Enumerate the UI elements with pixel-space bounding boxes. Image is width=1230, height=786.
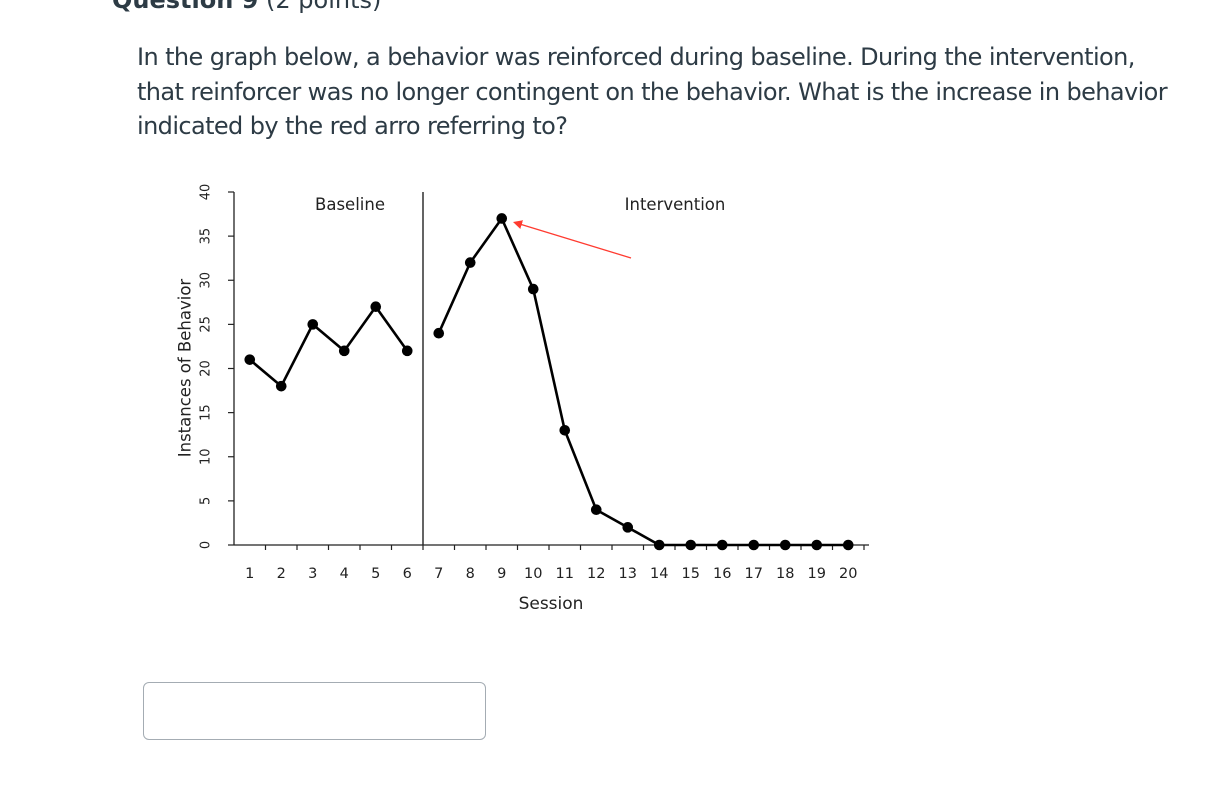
y-tick-label: 15 xyxy=(199,404,214,421)
x-tick-label: 14 xyxy=(650,566,668,582)
data-point xyxy=(685,539,697,551)
y-tick-label: 30 xyxy=(199,272,214,289)
series-line-baseline xyxy=(248,305,409,388)
y-tick-label: 35 xyxy=(199,228,214,245)
y-tick-label: 25 xyxy=(199,316,214,333)
x-tick-label: 3 xyxy=(308,566,317,582)
x-tick-label: 11 xyxy=(556,566,574,582)
x-tick-label: 20 xyxy=(839,566,857,582)
data-point xyxy=(590,504,602,515)
y-tick-label: 40 xyxy=(199,184,214,201)
data-point xyxy=(748,539,760,551)
data-point xyxy=(370,301,382,313)
x-tick-label: 18 xyxy=(776,566,794,582)
x-tick-label: 16 xyxy=(713,566,731,582)
series-line-intervention xyxy=(437,217,849,547)
question-title: Question 9 xyxy=(112,0,259,14)
data-point xyxy=(779,539,791,551)
question-text: In the graph below, a behavior was reinf… xyxy=(137,43,1168,140)
data-point xyxy=(559,424,571,436)
y-tick-label: 5 xyxy=(199,497,214,505)
x-tick-label: 7 xyxy=(434,566,443,582)
question-header: Question 9 (2 points) xyxy=(112,0,381,14)
y-tick-label: 10 xyxy=(199,448,214,465)
x-tick-label: 12 xyxy=(587,566,605,582)
y-axis-title: Instances of Behavior xyxy=(176,279,195,458)
data-point xyxy=(244,354,256,365)
x-tick-label: 9 xyxy=(497,566,506,582)
data-point xyxy=(338,345,350,357)
data-point xyxy=(307,319,319,330)
x-axis-title: Session xyxy=(519,594,584,614)
data-point xyxy=(496,213,508,224)
x-tick-label: 4 xyxy=(340,566,349,582)
data-point xyxy=(464,257,476,268)
data-point xyxy=(653,539,665,551)
y-tick-label: 0 xyxy=(199,541,214,549)
x-tick-label: 19 xyxy=(808,566,826,582)
x-tick-label: 8 xyxy=(466,566,475,582)
answer-input[interactable] xyxy=(143,682,486,740)
data-point xyxy=(842,539,854,551)
y-tick-label: 20 xyxy=(199,360,214,377)
data-point xyxy=(716,539,728,551)
data-point xyxy=(401,345,413,357)
phase-label-baseline: Baseline xyxy=(315,195,385,214)
x-tick-label: 2 xyxy=(277,566,286,582)
x-tick-label: 5 xyxy=(371,566,380,582)
x-tick-label: 15 xyxy=(682,566,700,582)
data-point xyxy=(527,283,539,295)
data-point xyxy=(811,539,823,551)
x-tick-label: 17 xyxy=(745,566,763,582)
x-tick-label: 13 xyxy=(619,566,637,582)
x-tick-label: 1 xyxy=(245,566,254,582)
red-arrow xyxy=(513,220,632,259)
x-tick-label: 10 xyxy=(524,566,542,582)
data-point xyxy=(622,522,634,533)
question-points: (2 points) xyxy=(266,0,382,14)
data-point xyxy=(275,380,287,392)
x-tick-label: 6 xyxy=(403,566,412,582)
phase-label-intervention: Intervention xyxy=(625,195,726,214)
data-point xyxy=(433,327,445,339)
